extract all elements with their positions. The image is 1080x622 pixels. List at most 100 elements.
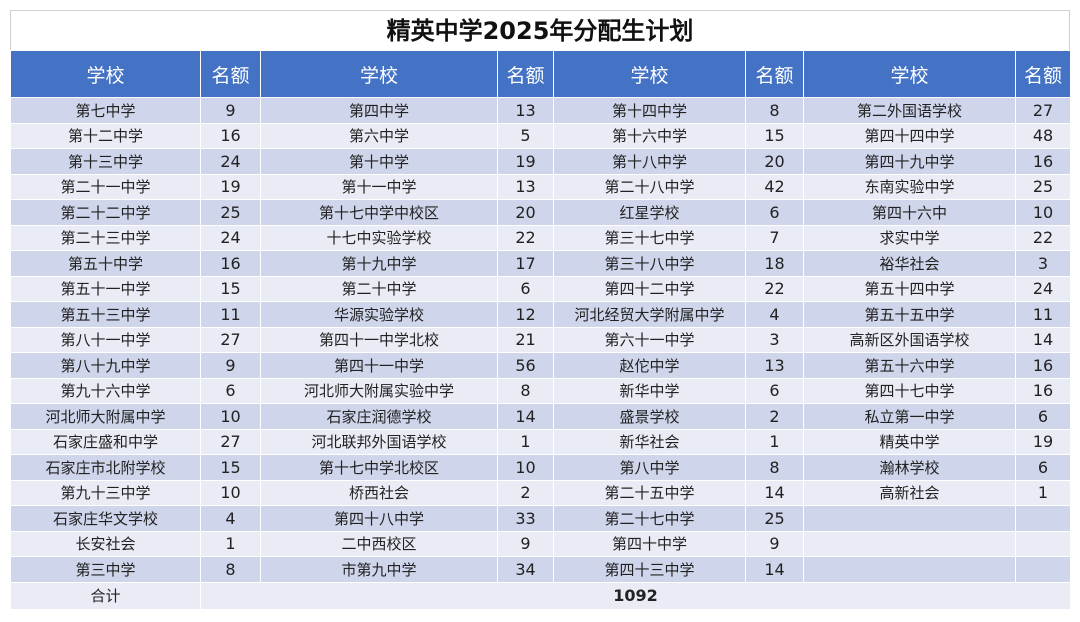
quota: 1 xyxy=(1015,479,1071,506)
total-row: 合计 1092 xyxy=(10,581,1071,610)
quota: 11 xyxy=(1015,301,1071,328)
school-name: 第五十中学 xyxy=(10,250,201,277)
school-name: 第四中学 xyxy=(260,97,498,124)
quota: 19 xyxy=(497,148,554,175)
school-name: 第十四中学 xyxy=(553,97,746,124)
quota: 10 xyxy=(200,479,261,506)
school-name: 第三中学 xyxy=(10,556,201,583)
quota: 14 xyxy=(745,556,804,583)
school-name: 第四十二中学 xyxy=(553,275,746,302)
school-name: 第二十三中学 xyxy=(10,224,201,251)
page: 精英中学2025年分配生计划 学校 名额 学校 名额 学校 名额 学校 名额 第七中学 9 第四中… xyxy=(10,10,1071,610)
school-name: 第九十六中学 xyxy=(10,377,201,404)
school-name: 裕华社会 xyxy=(803,250,1016,277)
column-header: 名额 xyxy=(200,50,261,98)
quota: 19 xyxy=(1015,428,1071,455)
quota: 24 xyxy=(200,224,261,251)
school-name: 第三十七中学 xyxy=(553,224,746,251)
school-name: 第四十一中学北校 xyxy=(260,326,498,353)
quota: 6 xyxy=(497,275,554,302)
data-row: 第五十三中学 11 华源实验学校 12 河北经贸大学附属中学 4 第五十五中学 11 xyxy=(10,301,1071,328)
quota: 24 xyxy=(1015,275,1071,302)
quota: 1 xyxy=(745,428,804,455)
school-name: 第六十一中学 xyxy=(553,326,746,353)
column-header: 学校 xyxy=(803,50,1016,98)
empty-cell xyxy=(1015,530,1071,557)
data-row: 第九十三中学 10 桥西社会 2 第二十五中学 14 高新社会 1 xyxy=(10,479,1071,506)
school-name: 第二十八中学 xyxy=(553,173,746,200)
school-name: 精英中学 xyxy=(803,428,1016,455)
school-name: 第十二中学 xyxy=(10,122,201,149)
quota: 14 xyxy=(745,479,804,506)
school-name: 华源实验学校 xyxy=(260,301,498,328)
data-row: 第十三中学 24 第十中学 19 第十八中学 20 第四十九中学 16 xyxy=(10,148,1071,175)
school-name: 河北师大附属中学 xyxy=(10,403,201,430)
quota: 10 xyxy=(497,454,554,481)
school-name: 第四十九中学 xyxy=(803,148,1016,175)
data-row: 第五十中学 16 第十九中学 17 第三十八中学 18 裕华社会 3 xyxy=(10,250,1071,277)
school-name: 第十八中学 xyxy=(553,148,746,175)
empty-cell xyxy=(1015,505,1071,532)
quota: 5 xyxy=(497,122,554,149)
school-name: 第四十七中学 xyxy=(803,377,1016,404)
school-name: 盛景学校 xyxy=(553,403,746,430)
empty-cell xyxy=(803,556,1016,583)
school-name: 第十中学 xyxy=(260,148,498,175)
school-name: 新华社会 xyxy=(553,428,746,455)
school-name: 石家庄市北附学校 xyxy=(10,454,201,481)
quota: 8 xyxy=(200,556,261,583)
school-name: 第五十五中学 xyxy=(803,301,1016,328)
quota: 1 xyxy=(200,530,261,557)
quota: 16 xyxy=(200,122,261,149)
school-name: 东南实验中学 xyxy=(803,173,1016,200)
quota: 24 xyxy=(200,148,261,175)
quota: 16 xyxy=(1015,148,1071,175)
school-name: 第十七中学北校区 xyxy=(260,454,498,481)
quota: 42 xyxy=(745,173,804,200)
school-name: 河北师大附属实验中学 xyxy=(260,377,498,404)
quota: 7 xyxy=(745,224,804,251)
quota: 2 xyxy=(745,403,804,430)
school-name: 桥西社会 xyxy=(260,479,498,506)
quota: 10 xyxy=(1015,199,1071,226)
data-row: 第三中学 8 市第九中学 34 第四十三中学 14 xyxy=(10,556,1071,583)
data-row: 第七中学 9 第四中学 13 第十四中学 8 第二外国语学校 27 xyxy=(10,97,1071,124)
data-row: 长安社会 1 二中西校区 9 第四十中学 9 xyxy=(10,530,1071,557)
quota: 34 xyxy=(497,556,554,583)
school-name: 第七中学 xyxy=(10,97,201,124)
quota: 20 xyxy=(497,199,554,226)
data-row: 第十二中学 16 第六中学 5 第十六中学 15 第四十四中学 48 xyxy=(10,122,1071,149)
quota: 4 xyxy=(200,505,261,532)
quota: 8 xyxy=(745,454,804,481)
quota: 6 xyxy=(1015,403,1071,430)
school-name: 第二十中学 xyxy=(260,275,498,302)
quota: 16 xyxy=(1015,352,1071,379)
data-row: 第五十一中学 15 第二十中学 6 第四十二中学 22 第五十四中学 24 xyxy=(10,275,1071,302)
quota: 2 xyxy=(497,479,554,506)
school-name: 第四十一中学 xyxy=(260,352,498,379)
quota: 17 xyxy=(497,250,554,277)
school-name: 第八十一中学 xyxy=(10,326,201,353)
quota: 18 xyxy=(745,250,804,277)
quota: 6 xyxy=(745,377,804,404)
quota: 8 xyxy=(745,97,804,124)
data-row: 石家庄盛和中学 27 河北联邦外国语学校 1 新华社会 1 精英中学 19 xyxy=(10,428,1071,455)
title: 精英中学2025年分配生计划 xyxy=(10,10,1070,50)
quota: 25 xyxy=(1015,173,1071,200)
quota: 21 xyxy=(497,326,554,353)
column-header: 学校 xyxy=(553,50,746,98)
quota: 10 xyxy=(200,403,261,430)
quota: 8 xyxy=(497,377,554,404)
quota: 13 xyxy=(497,97,554,124)
quota: 6 xyxy=(200,377,261,404)
quota: 22 xyxy=(497,224,554,251)
school-name: 第九十三中学 xyxy=(10,479,201,506)
quota: 27 xyxy=(1015,97,1071,124)
school-name: 长安社会 xyxy=(10,530,201,557)
school-name: 河北经贸大学附属中学 xyxy=(553,301,746,328)
quota: 13 xyxy=(745,352,804,379)
school-name: 赵佗中学 xyxy=(553,352,746,379)
quota: 20 xyxy=(745,148,804,175)
data-row: 第八十九中学 9 第四十一中学 56 赵佗中学 13 第五十六中学 16 xyxy=(10,352,1071,379)
quota: 16 xyxy=(200,250,261,277)
